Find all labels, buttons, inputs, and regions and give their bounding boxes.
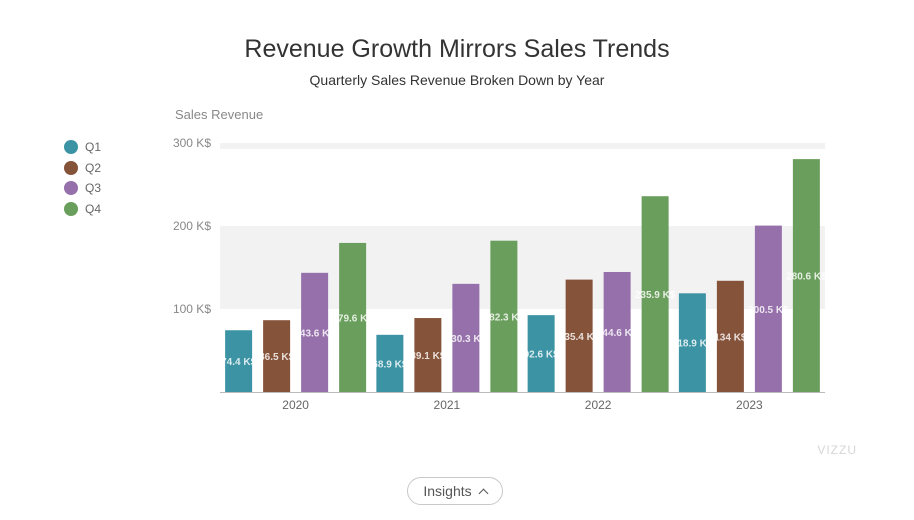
- x-axis-labels: 2020 2021 2022 2023: [282, 398, 763, 412]
- bar-q2-2023[interactable]: [716, 280, 744, 392]
- data-label: 92.6 K$: [524, 350, 559, 361]
- bar-q3-2020[interactable]: [301, 272, 329, 392]
- bar-q1-2021[interactable]: [376, 334, 404, 392]
- data-label: 144.6 K$: [597, 328, 638, 339]
- bar-q4-2021[interactable]: [490, 240, 518, 392]
- x-tick-label: 2023: [736, 398, 763, 412]
- legend-swatch-q2: [64, 160, 78, 175]
- legend: Q1 Q2 Q3 Q4: [64, 137, 101, 219]
- data-label: 118.9 K$: [672, 339, 712, 350]
- bar-q2-2022[interactable]: [565, 279, 593, 392]
- data-label: 68.9 K$: [372, 359, 407, 370]
- bar-q3-2022[interactable]: [603, 271, 631, 392]
- data-label: 86.5 K$: [259, 352, 294, 363]
- y-tick-label: 300 K$: [173, 136, 211, 150]
- legend-swatch-q3: [64, 181, 78, 196]
- legend-swatch-q1: [64, 140, 78, 155]
- bar-q4-2022[interactable]: [641, 196, 669, 392]
- bar-q4-2020[interactable]: [339, 242, 367, 392]
- bar-q1-2020[interactable]: [225, 330, 253, 392]
- chart-title: Revenue Growth Mirrors Sales Trends: [244, 35, 670, 63]
- data-label: 135.4 K$: [559, 332, 600, 343]
- data-label: 74.4 K$: [221, 357, 256, 368]
- data-labels: 74.4 K$ 86.5 K$ 143.6 K$ 179.6 K$ 68.9 K$89.…: [221, 272, 827, 371]
- data-label: 179.6 K$: [332, 313, 373, 324]
- legend-label-q3: Q3: [85, 181, 102, 196]
- data-label: 280.6 K$: [786, 272, 827, 283]
- legend-item-q1[interactable]: Q1: [64, 137, 101, 158]
- y-tick-label: 100 K$: [173, 302, 211, 316]
- legend-item-q4[interactable]: Q4: [64, 199, 101, 220]
- legend-label-q2: Q2: [85, 160, 102, 175]
- insights-button[interactable]: Insights: [407, 477, 503, 505]
- bar-q4-2023[interactable]: [792, 159, 820, 392]
- grid-band-top: [220, 143, 825, 149]
- bar-q1-2022[interactable]: [527, 315, 555, 392]
- data-label: 89.1 K$: [410, 351, 445, 362]
- bars: [225, 159, 820, 392]
- y-axis-ticks: 100 K$ 200 K$ 300 K$: [173, 136, 211, 316]
- chevron-up-icon: [478, 488, 489, 498]
- data-label: 200.5 K$: [748, 305, 789, 316]
- data-label: 235.9 K$: [635, 290, 676, 301]
- bar-q2-2021[interactable]: [414, 318, 442, 392]
- x-tick-label: 2021: [434, 398, 461, 412]
- x-tick-label: 2020: [282, 398, 309, 412]
- legend-item-q3[interactable]: Q3: [64, 178, 101, 199]
- bar-q3-2023[interactable]: [754, 225, 782, 392]
- bar-q2-2020[interactable]: [263, 320, 291, 392]
- legend-swatch-q4: [64, 201, 78, 216]
- legend-label-q4: Q4: [85, 201, 102, 216]
- y-tick-label: 200 K$: [173, 219, 211, 233]
- x-tick-label: 2022: [585, 398, 612, 412]
- data-label: 143.6 K$: [294, 328, 335, 339]
- y-axis-title: Sales Revenue: [175, 107, 263, 122]
- chart-subtitle: Quarterly Sales Revenue Broken Down by Y…: [309, 72, 605, 88]
- data-label: 134 K$: [714, 332, 747, 343]
- insights-button-label: Insights: [423, 483, 472, 499]
- data-label: 182.3 K$: [484, 312, 525, 323]
- brand-logo: VIZZU: [817, 443, 857, 457]
- bar-q1-2023[interactable]: [678, 293, 706, 392]
- legend-label-q1: Q1: [85, 140, 102, 155]
- data-label: 130.3 K$: [446, 334, 487, 345]
- legend-item-q2[interactable]: Q2: [64, 158, 101, 179]
- bar-q3-2021[interactable]: [452, 283, 480, 392]
